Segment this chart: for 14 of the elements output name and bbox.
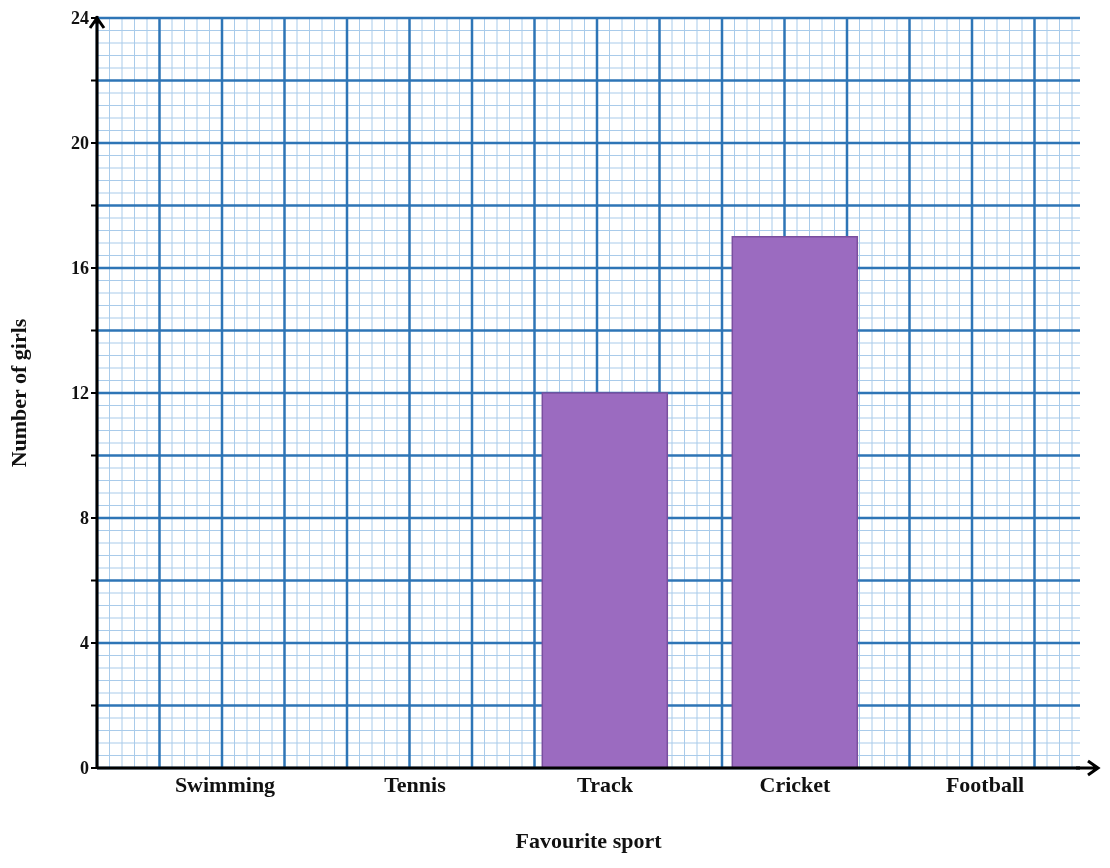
x-axis-title: Favourite sport [515, 828, 663, 853]
y-tick-label: 24 [71, 8, 89, 29]
y-tick-label: 16 [71, 258, 89, 279]
y-tick-label: 0 [80, 758, 89, 779]
x-tick-label: Swimming [174, 771, 276, 797]
y-tick-label: 4 [80, 633, 89, 654]
y-tick-label: 20 [71, 133, 89, 154]
x-tick-label: Tennis [384, 771, 447, 797]
y-tick-label: 8 [80, 508, 89, 529]
x-tick-label: Track [577, 771, 634, 797]
y-axis-title: Number of girls [5, 318, 31, 468]
y-tick-label: 12 [71, 383, 89, 404]
x-tick-label: Football [945, 771, 1025, 797]
x-tick-label: Cricket [759, 771, 832, 797]
